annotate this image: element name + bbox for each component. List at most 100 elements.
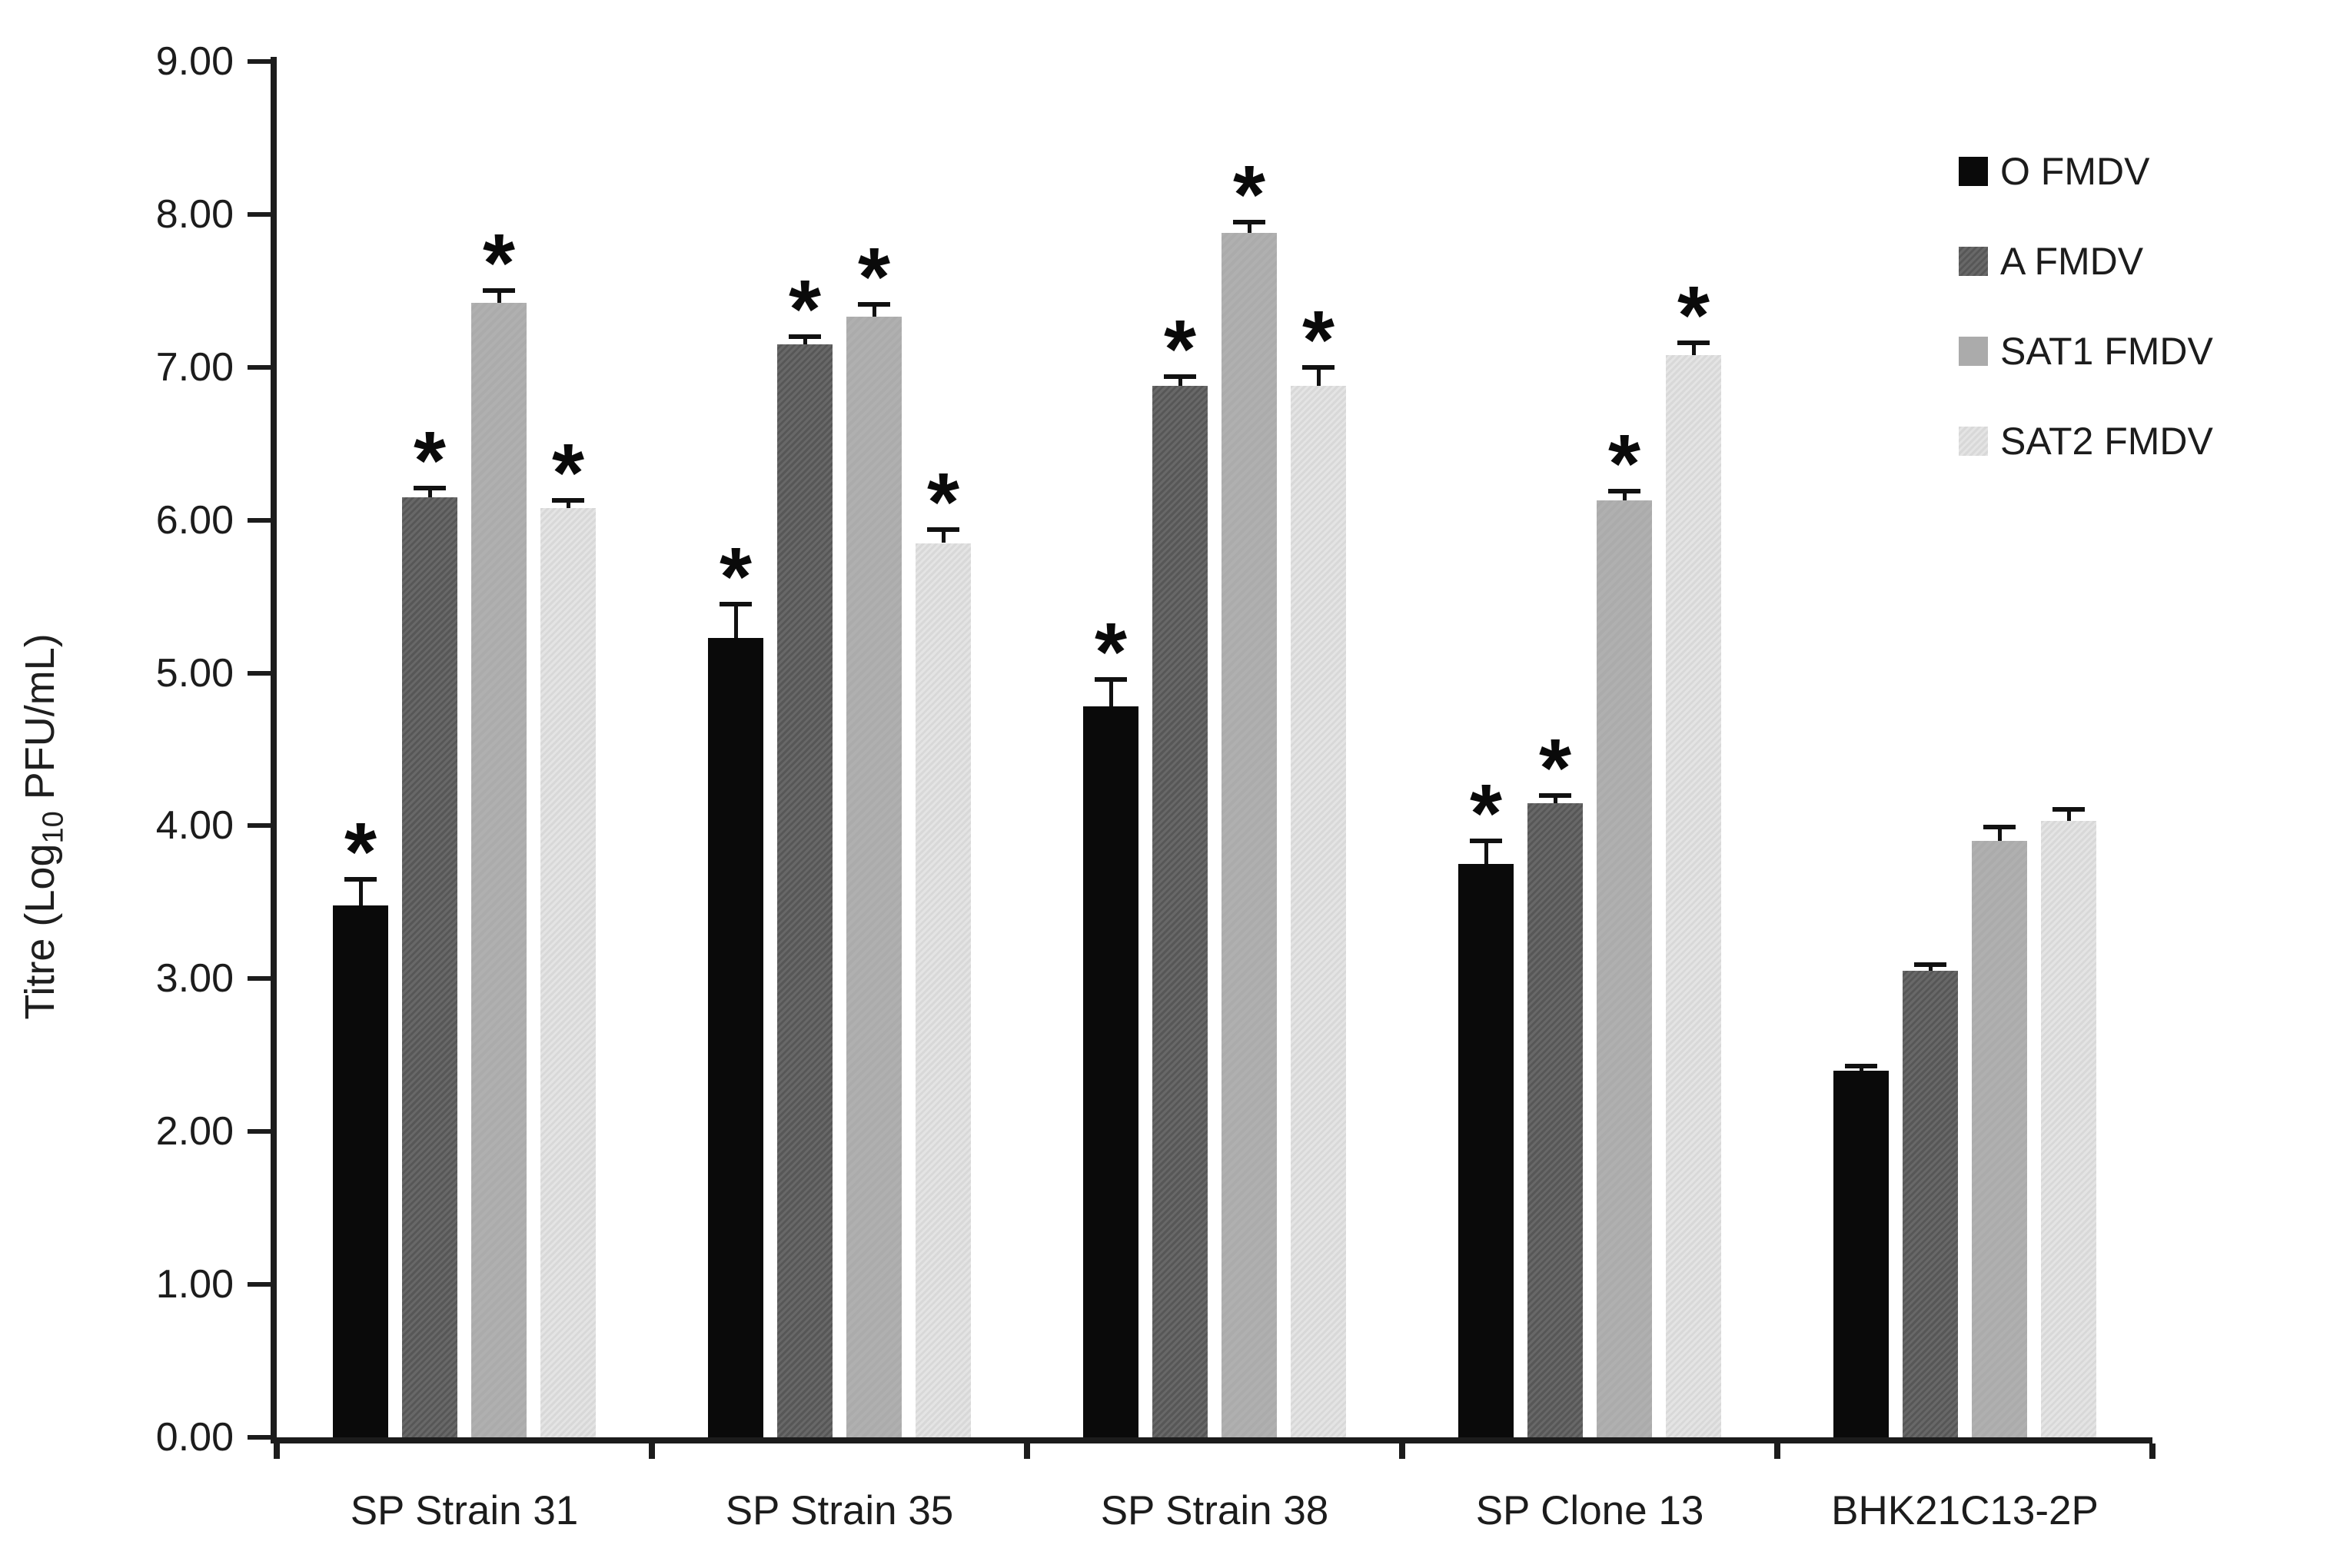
significance-asterisk: * bbox=[857, 230, 891, 324]
error-bar-stem bbox=[358, 879, 363, 905]
legend-item-sat1-fmdv: SAT1 FMDV bbox=[1959, 330, 2213, 373]
error-bar-cap bbox=[789, 334, 821, 339]
error-bar-stem bbox=[1247, 221, 1251, 233]
legend-item-sat2-fmdv: SAT2 FMDV bbox=[1959, 420, 2213, 463]
y-axis-title-sub: 10 bbox=[37, 810, 70, 844]
x-boundary-tick bbox=[649, 1443, 655, 1459]
y-tick-label: 7.00 bbox=[155, 344, 234, 390]
significance-asterisk: * bbox=[1677, 267, 1710, 361]
bar-sat1-fmdv-1 bbox=[471, 303, 527, 1437]
legend-swatch-icon bbox=[1959, 247, 1988, 276]
bar-o-fmdv-5 bbox=[1833, 1070, 1889, 1437]
error-bar-cap bbox=[1608, 488, 1640, 493]
error-bar-cap bbox=[720, 602, 752, 607]
legend-label: SAT2 FMDV bbox=[2000, 420, 2213, 463]
bar-sat2-fmdv-5 bbox=[2041, 821, 2096, 1437]
x-boundary-tick bbox=[1774, 1443, 1780, 1459]
x-category-label: SP Strain 38 bbox=[1100, 1488, 1329, 1533]
significance-asterisk: * bbox=[1232, 147, 1266, 241]
y-tick bbox=[248, 670, 271, 676]
significance-asterisk: * bbox=[1469, 766, 1503, 860]
significance-asterisk: * bbox=[551, 425, 585, 519]
error-bar-stem bbox=[733, 604, 738, 638]
error-bar-cap bbox=[1164, 374, 1196, 379]
significance-asterisk: * bbox=[482, 216, 516, 310]
significance-asterisk: * bbox=[1301, 292, 1335, 386]
error-bar-stem bbox=[497, 291, 501, 304]
y-axis-line bbox=[271, 57, 277, 1443]
y-tick-label: 3.00 bbox=[155, 956, 234, 1002]
error-bar-stem bbox=[1622, 490, 1627, 500]
bar-o-fmdv-1 bbox=[333, 905, 388, 1437]
significance-asterisk: * bbox=[719, 530, 753, 623]
error-bar-cap bbox=[1914, 962, 1946, 968]
y-tick bbox=[248, 976, 271, 982]
bar-o-fmdv-3 bbox=[1083, 706, 1138, 1437]
error-bar-cap bbox=[414, 485, 446, 490]
error-bar-stem bbox=[566, 500, 570, 508]
error-bar-cap bbox=[858, 302, 890, 307]
y-tick bbox=[248, 823, 271, 829]
error-bar-cap bbox=[927, 527, 959, 532]
error-bar-cap bbox=[552, 497, 584, 503]
legend-swatch-icon bbox=[1959, 337, 1988, 366]
error-bar-cap bbox=[1233, 219, 1265, 224]
error-bar-cap bbox=[2052, 806, 2085, 812]
bar-sat2-fmdv-3 bbox=[1291, 385, 1346, 1437]
bar-sat2-fmdv-1 bbox=[540, 507, 596, 1437]
error-bar-cap bbox=[1677, 340, 1710, 345]
y-tick bbox=[248, 1282, 271, 1287]
bar-a-fmdv-5 bbox=[1903, 971, 1958, 1437]
y-tick-label: 9.00 bbox=[155, 39, 234, 84]
error-bar-stem bbox=[872, 304, 876, 317]
y-axis-title: Titre (Log10 PFU/mL) bbox=[16, 633, 71, 1019]
error-bar-stem bbox=[803, 337, 807, 344]
x-category-label: SP Strain 31 bbox=[350, 1488, 579, 1533]
y-tick-label: 0.00 bbox=[155, 1415, 234, 1460]
error-bar-cap bbox=[1470, 839, 1502, 844]
y-tick-label: 1.00 bbox=[155, 1262, 234, 1307]
error-bar-cap bbox=[1845, 1063, 1877, 1068]
legend-label: O FMDV bbox=[2000, 150, 2150, 193]
legend-swatch-icon bbox=[1959, 157, 1988, 186]
y-tick-label: 2.00 bbox=[155, 1109, 234, 1154]
y-axis-title-box: Titre (Log10 PFU/mL) bbox=[6, 211, 80, 1441]
legend-item-o-fmdv: O FMDV bbox=[1959, 150, 2213, 193]
y-tick bbox=[248, 1129, 271, 1134]
significance-asterisk: * bbox=[1607, 416, 1641, 510]
legend-item-a-fmdv: A FMDV bbox=[1959, 240, 2213, 283]
error-bar-stem bbox=[1484, 841, 1488, 865]
x-boundary-tick bbox=[274, 1443, 280, 1459]
y-tick bbox=[248, 211, 271, 217]
bar-o-fmdv-2 bbox=[708, 637, 763, 1437]
error-bar-stem bbox=[1691, 342, 1696, 355]
bar-a-fmdv-2 bbox=[777, 344, 833, 1437]
error-bar-stem bbox=[1316, 367, 1321, 386]
significance-asterisk: * bbox=[1163, 301, 1197, 395]
y-tick bbox=[248, 364, 271, 370]
error-bar-cap bbox=[344, 877, 377, 882]
error-bar-stem bbox=[1553, 795, 1557, 803]
error-bar-stem bbox=[427, 487, 432, 497]
y-tick-label: 8.00 bbox=[155, 191, 234, 237]
y-tick bbox=[248, 517, 271, 523]
error-bar-stem bbox=[1109, 679, 1113, 707]
x-boundary-tick bbox=[1024, 1443, 1030, 1459]
y-tick bbox=[248, 1435, 271, 1440]
bar-sat1-fmdv-2 bbox=[846, 317, 902, 1437]
significance-asterisk: * bbox=[344, 805, 377, 899]
error-bar-stem bbox=[941, 529, 946, 543]
y-tick bbox=[248, 59, 271, 64]
bar-sat2-fmdv-2 bbox=[916, 543, 971, 1437]
x-category-label: BHK21C13-2P bbox=[1831, 1488, 2099, 1533]
x-category-label: SP Clone 13 bbox=[1475, 1488, 1704, 1533]
error-bar-stem bbox=[1997, 827, 2002, 842]
y-tick-label: 4.00 bbox=[155, 803, 234, 849]
error-bar-cap bbox=[1302, 364, 1335, 370]
x-boundary-tick bbox=[2149, 1443, 2156, 1459]
error-bar-cap bbox=[483, 288, 515, 294]
y-axis-title-post: PFU/mL) bbox=[16, 633, 63, 811]
bar-sat2-fmdv-4 bbox=[1666, 354, 1721, 1437]
error-bar-cap bbox=[1983, 825, 2016, 830]
